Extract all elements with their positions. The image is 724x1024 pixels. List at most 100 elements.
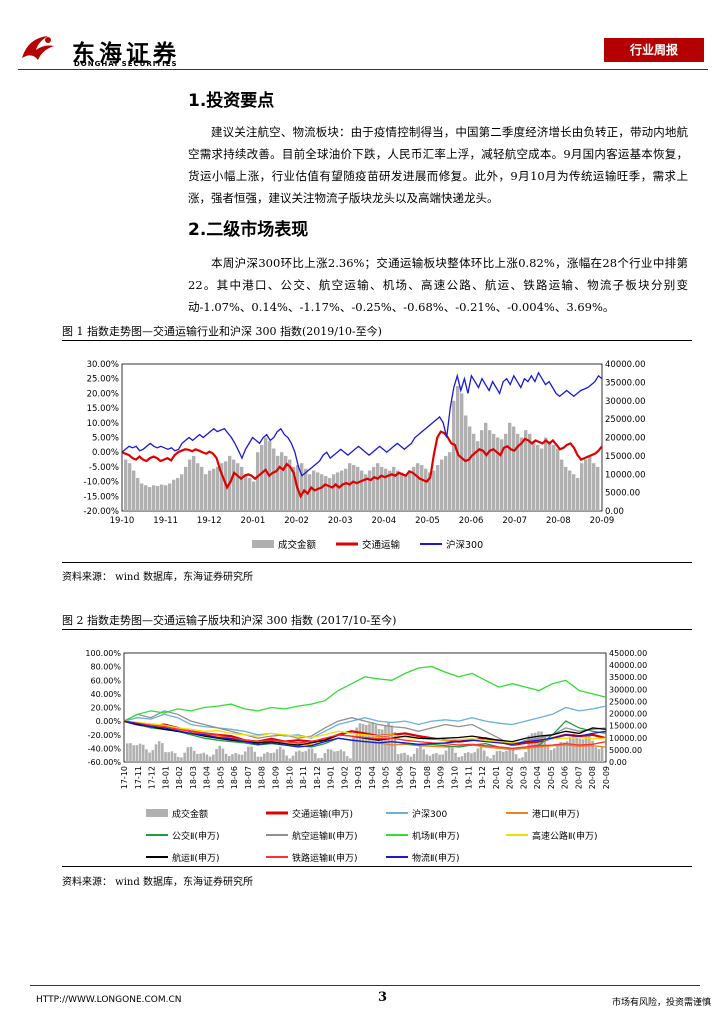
volume-bar bbox=[240, 754, 244, 762]
volume-bar bbox=[234, 753, 237, 762]
legend-label: 机场Ⅱ(申万) bbox=[412, 830, 459, 842]
volume-bar bbox=[278, 746, 282, 762]
volume-bar bbox=[259, 756, 263, 762]
footer-url[interactable]: HTTP://WWW.LONGONE.COM.CN bbox=[36, 995, 182, 1005]
volume-bar bbox=[412, 753, 416, 762]
volume-bar bbox=[317, 758, 320, 762]
legend-label: 航运Ⅱ(申万) bbox=[172, 852, 219, 863]
x-tick-label: 20-06 bbox=[561, 766, 570, 789]
y-left-tick-label: 40.00% bbox=[90, 690, 121, 699]
volume-bar bbox=[240, 466, 244, 511]
volume-bar bbox=[536, 444, 540, 511]
volume-bar bbox=[280, 452, 284, 511]
volume-bar bbox=[180, 474, 184, 511]
volume-bar bbox=[128, 463, 132, 511]
volume-bar bbox=[224, 753, 228, 762]
volume-bar bbox=[328, 477, 332, 511]
x-tick-label: 19-12 bbox=[197, 516, 222, 526]
header-divider bbox=[18, 69, 708, 70]
figure-1-source: 资料来源： wind 数据库，东海证券研究所 bbox=[62, 572, 253, 583]
volume-bar bbox=[549, 750, 553, 762]
volume-bar bbox=[172, 479, 176, 511]
legend-label: 物流Ⅱ(申万) bbox=[412, 852, 459, 863]
volume-bar bbox=[218, 745, 221, 762]
y-left-tick-label: -20.00% bbox=[88, 731, 122, 740]
y-left-tick-label: 100.00% bbox=[85, 649, 121, 658]
volume-bar bbox=[496, 437, 500, 511]
volume-bar bbox=[243, 751, 247, 762]
volume-bar bbox=[316, 472, 320, 511]
volume-bar bbox=[196, 753, 199, 762]
volume-bar bbox=[348, 463, 352, 511]
volume-bar bbox=[250, 746, 253, 762]
x-tick-label: 20-07 bbox=[502, 516, 527, 526]
volume-bar bbox=[502, 751, 505, 762]
volume-bar bbox=[352, 465, 356, 511]
x-tick-label: 20-01 bbox=[492, 766, 501, 789]
y-right-tick-label: 40000.00 bbox=[605, 360, 646, 370]
volume-bar bbox=[320, 474, 324, 511]
y-right-tick-label: 5000.00 bbox=[609, 746, 642, 755]
volume-bar bbox=[380, 466, 384, 511]
volume-bar bbox=[292, 466, 296, 511]
volume-bar bbox=[129, 743, 132, 762]
series-line bbox=[123, 720, 607, 746]
volume-bar bbox=[132, 745, 135, 762]
report-type-badge: 行业周报 bbox=[604, 38, 704, 62]
volume-bar bbox=[288, 459, 292, 511]
volume-bar bbox=[556, 743, 559, 762]
legend-swatch bbox=[146, 809, 168, 817]
x-tick-label: 20-09 bbox=[590, 516, 615, 526]
volume-bar bbox=[272, 752, 276, 762]
legend-label: 航空运输Ⅱ(申万) bbox=[292, 830, 357, 842]
volume-bar bbox=[470, 753, 473, 762]
volume-bar bbox=[260, 444, 264, 511]
volume-bar bbox=[581, 739, 585, 762]
x-tick-label: 17-11 bbox=[134, 766, 143, 789]
volume-bar bbox=[484, 422, 488, 511]
volume-bar bbox=[572, 474, 576, 511]
volume-bar bbox=[332, 474, 336, 511]
volume-bar bbox=[186, 747, 190, 762]
volume-bar bbox=[562, 742, 566, 762]
y-left-tick-label: 10.00% bbox=[87, 419, 119, 429]
volume-bar bbox=[135, 745, 139, 762]
volume-bar bbox=[572, 733, 575, 762]
volume-bar bbox=[216, 466, 220, 511]
volume-bar bbox=[444, 455, 448, 511]
chart-2: 100.00% 80.00% 60.00% 40.00% 20.00% 0.00% -20.… bbox=[85, 649, 647, 863]
volume-bar bbox=[227, 755, 231, 762]
volume-bar bbox=[275, 749, 279, 762]
volume-bar bbox=[428, 755, 432, 762]
x-tick-label: 20-02 bbox=[506, 766, 515, 789]
volume-bar bbox=[247, 746, 250, 762]
legend-label: 高速公路Ⅱ(申万) bbox=[532, 830, 597, 842]
volume-bar bbox=[504, 433, 508, 511]
volume-bar bbox=[355, 727, 359, 762]
x-tick-label: 19-11 bbox=[153, 516, 178, 526]
volume-bar bbox=[473, 752, 476, 762]
y-right-tick-label: 0.00 bbox=[609, 758, 627, 767]
y-left-tick-label: -40.00% bbox=[88, 744, 122, 753]
volume-bar bbox=[508, 748, 511, 762]
volume-bar bbox=[591, 740, 594, 762]
volume-bar bbox=[592, 463, 596, 511]
volume-bar bbox=[256, 756, 260, 762]
volume-bar bbox=[431, 753, 435, 762]
volume-bar bbox=[208, 470, 212, 511]
y-right-tick-label: 45000.00 bbox=[609, 649, 647, 658]
section-heading-2: 2.二级市场表现 bbox=[188, 220, 309, 240]
legend-label: 铁路运输Ⅱ(申万) bbox=[292, 852, 357, 863]
volume-bar bbox=[420, 465, 424, 511]
volume-bar bbox=[307, 748, 311, 762]
x-tick-label: 20-06 bbox=[459, 516, 484, 526]
figure-1-caption: 图 1 指数走势图—交通运输行业和沪深 300 指数(2019/10-至今) bbox=[62, 325, 382, 338]
y-left-tick-label: -5.00% bbox=[89, 463, 119, 473]
y-right-tick-label: 15000.00 bbox=[609, 722, 647, 731]
figure-2-caption: 图 2 指数走势图—交通运输子版块和沪深 300 指数 (2017/10-至今) bbox=[62, 614, 397, 627]
volume-bar bbox=[556, 448, 560, 511]
volume-bar bbox=[301, 751, 304, 762]
volume-bar bbox=[404, 474, 408, 511]
volume-bar bbox=[342, 751, 346, 762]
volume-bar bbox=[489, 758, 492, 762]
